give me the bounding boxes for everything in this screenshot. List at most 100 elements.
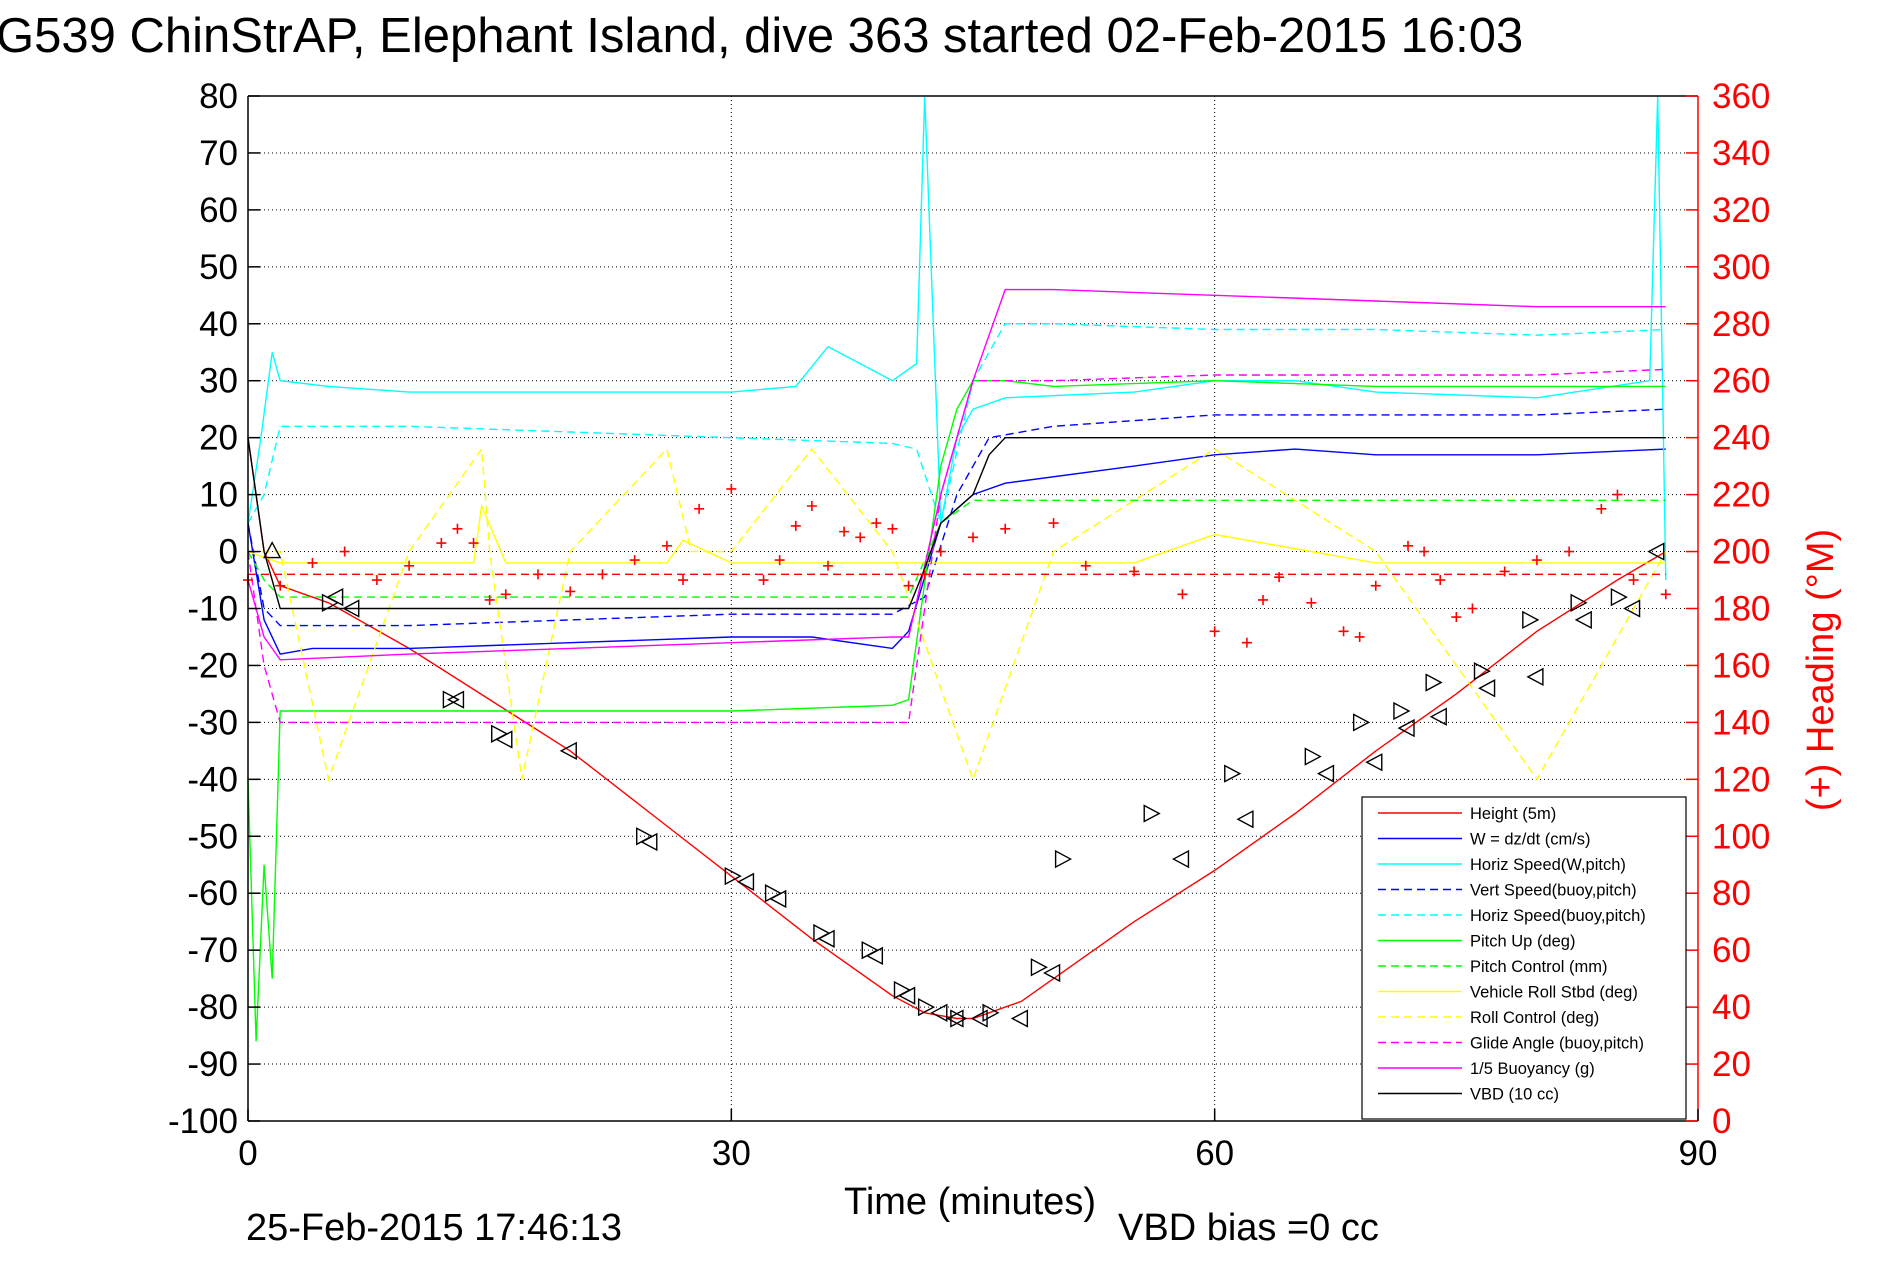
triangle-right-marker (1304, 747, 1322, 766)
right-tick-label: 60 (1712, 931, 1751, 970)
heading-point (597, 569, 608, 580)
triangle-left-marker (559, 741, 577, 761)
series-line-8 (248, 447, 1667, 782)
heading-point (1274, 572, 1285, 583)
left-tick-label: 40 (199, 305, 238, 344)
heading-point (758, 575, 769, 586)
triangle-left-marker (1171, 849, 1190, 869)
right-tick-label: 200 (1712, 533, 1770, 572)
heading-point (629, 555, 640, 566)
heading-point (1403, 540, 1413, 551)
left-tick-label: 70 (199, 134, 238, 173)
right-tick-label: 320 (1712, 191, 1770, 230)
heading-point (452, 523, 463, 534)
heading-point (903, 580, 914, 591)
heading-point (823, 560, 833, 571)
right-tick-label: 240 (1712, 419, 1770, 458)
heading-point (1209, 626, 1220, 637)
heading-point (275, 580, 286, 591)
heading-point (436, 538, 447, 549)
right-tick-label: 360 (1712, 77, 1770, 116)
triangle-right-marker (1054, 849, 1073, 869)
series-line-4 (247, 323, 1666, 526)
heading-point (339, 546, 350, 557)
heading-point (1080, 560, 1091, 571)
legend-label: W = dz/dt (cm/s) (1470, 831, 1591, 849)
series-line-11 (247, 437, 1666, 610)
legend-label: Glide Angle (buoy,pitch) (1470, 1035, 1644, 1053)
triangle-left-marker (1574, 610, 1592, 630)
triangle-right-marker (636, 827, 654, 846)
heading-point (855, 532, 866, 543)
right-tick-label: 100 (1712, 817, 1770, 856)
right-tick-label: 140 (1712, 703, 1770, 742)
heading-point (919, 569, 930, 580)
left-tick-label: 80 (199, 77, 238, 116)
triangle-right-marker (321, 593, 340, 612)
triangle-right-marker (1352, 713, 1371, 732)
heading-point (468, 538, 479, 549)
right-axis-label: (+) Heading (°M) (1800, 529, 1842, 811)
triangle-left-marker (1647, 542, 1665, 561)
heading-point (1000, 523, 1011, 534)
heading-point (371, 575, 382, 586)
heading-point (1499, 566, 1510, 577)
triangle-right-marker (1425, 673, 1443, 692)
triangle-left-marker (1429, 707, 1447, 726)
triangle-left-marker (1236, 810, 1254, 829)
left-tick-label: -60 (187, 874, 238, 913)
heading-point (935, 546, 946, 557)
series-line-9 (247, 368, 1666, 724)
heading-point (307, 557, 318, 568)
legend-box (1361, 796, 1687, 1120)
triangle-left-marker (1010, 1009, 1029, 1028)
triangle-right-marker (950, 1009, 968, 1028)
triangle-right-marker (1570, 593, 1588, 612)
x-tick-label: 30 (712, 1134, 751, 1173)
left-tick-label: 10 (199, 476, 238, 515)
triangle-right-marker (1030, 958, 1048, 977)
right-tick-label: 260 (1712, 362, 1770, 401)
heading-point (1660, 589, 1671, 600)
heading-point (1628, 575, 1639, 586)
right-tick-label: 220 (1712, 476, 1770, 515)
series-line-5 (247, 379, 1666, 1042)
triangle-left-marker (342, 599, 360, 618)
legend: Height (5m) W = dz/dt (cm/s) Horiz Speed(W… (1361, 796, 1687, 1120)
series-layer (243, 95, 1671, 1042)
heading-point (1596, 503, 1607, 514)
triangle-left-marker (1526, 667, 1544, 686)
left-tick-label: 0 (219, 533, 238, 572)
triangle-right-marker (982, 1003, 1000, 1022)
left-tick-label: -10 (187, 590, 238, 629)
heading-point (1370, 580, 1381, 591)
series-line-3 (247, 408, 1666, 627)
series-line-1 (247, 448, 1666, 655)
legend-label: Pitch Up (deg) (1470, 933, 1575, 951)
heading-point (871, 518, 882, 529)
series-line-10 (247, 288, 1666, 661)
heading-point (661, 540, 672, 551)
heading-point (1467, 603, 1478, 614)
left-tick-label: -30 (187, 703, 238, 742)
left-tick-label: -90 (187, 1045, 238, 1084)
x-axis-label: Time (minutes) (844, 1181, 1096, 1223)
heading-point (1241, 637, 1252, 648)
triangle-left-marker (1478, 679, 1496, 698)
triangle-left-marker (446, 690, 465, 709)
right-tick-label: 300 (1712, 248, 1770, 287)
left-tick-label: -70 (187, 931, 238, 970)
series-line-7 (247, 503, 1666, 564)
left-tick-label: 30 (199, 362, 238, 401)
triangle-right-marker (1522, 610, 1540, 630)
right-tick-label: 20 (1712, 1045, 1751, 1084)
left-tick-label: -100 (168, 1102, 238, 1141)
legend-label: Vehicle Roll Stbd (deg) (1470, 984, 1638, 1002)
marker-layer (263, 541, 1665, 1028)
heading-point (968, 532, 978, 543)
heading-point (806, 501, 817, 511)
heading-point (1048, 518, 1059, 529)
triangle-right-markers (321, 587, 1628, 1028)
heading-point (565, 586, 576, 597)
